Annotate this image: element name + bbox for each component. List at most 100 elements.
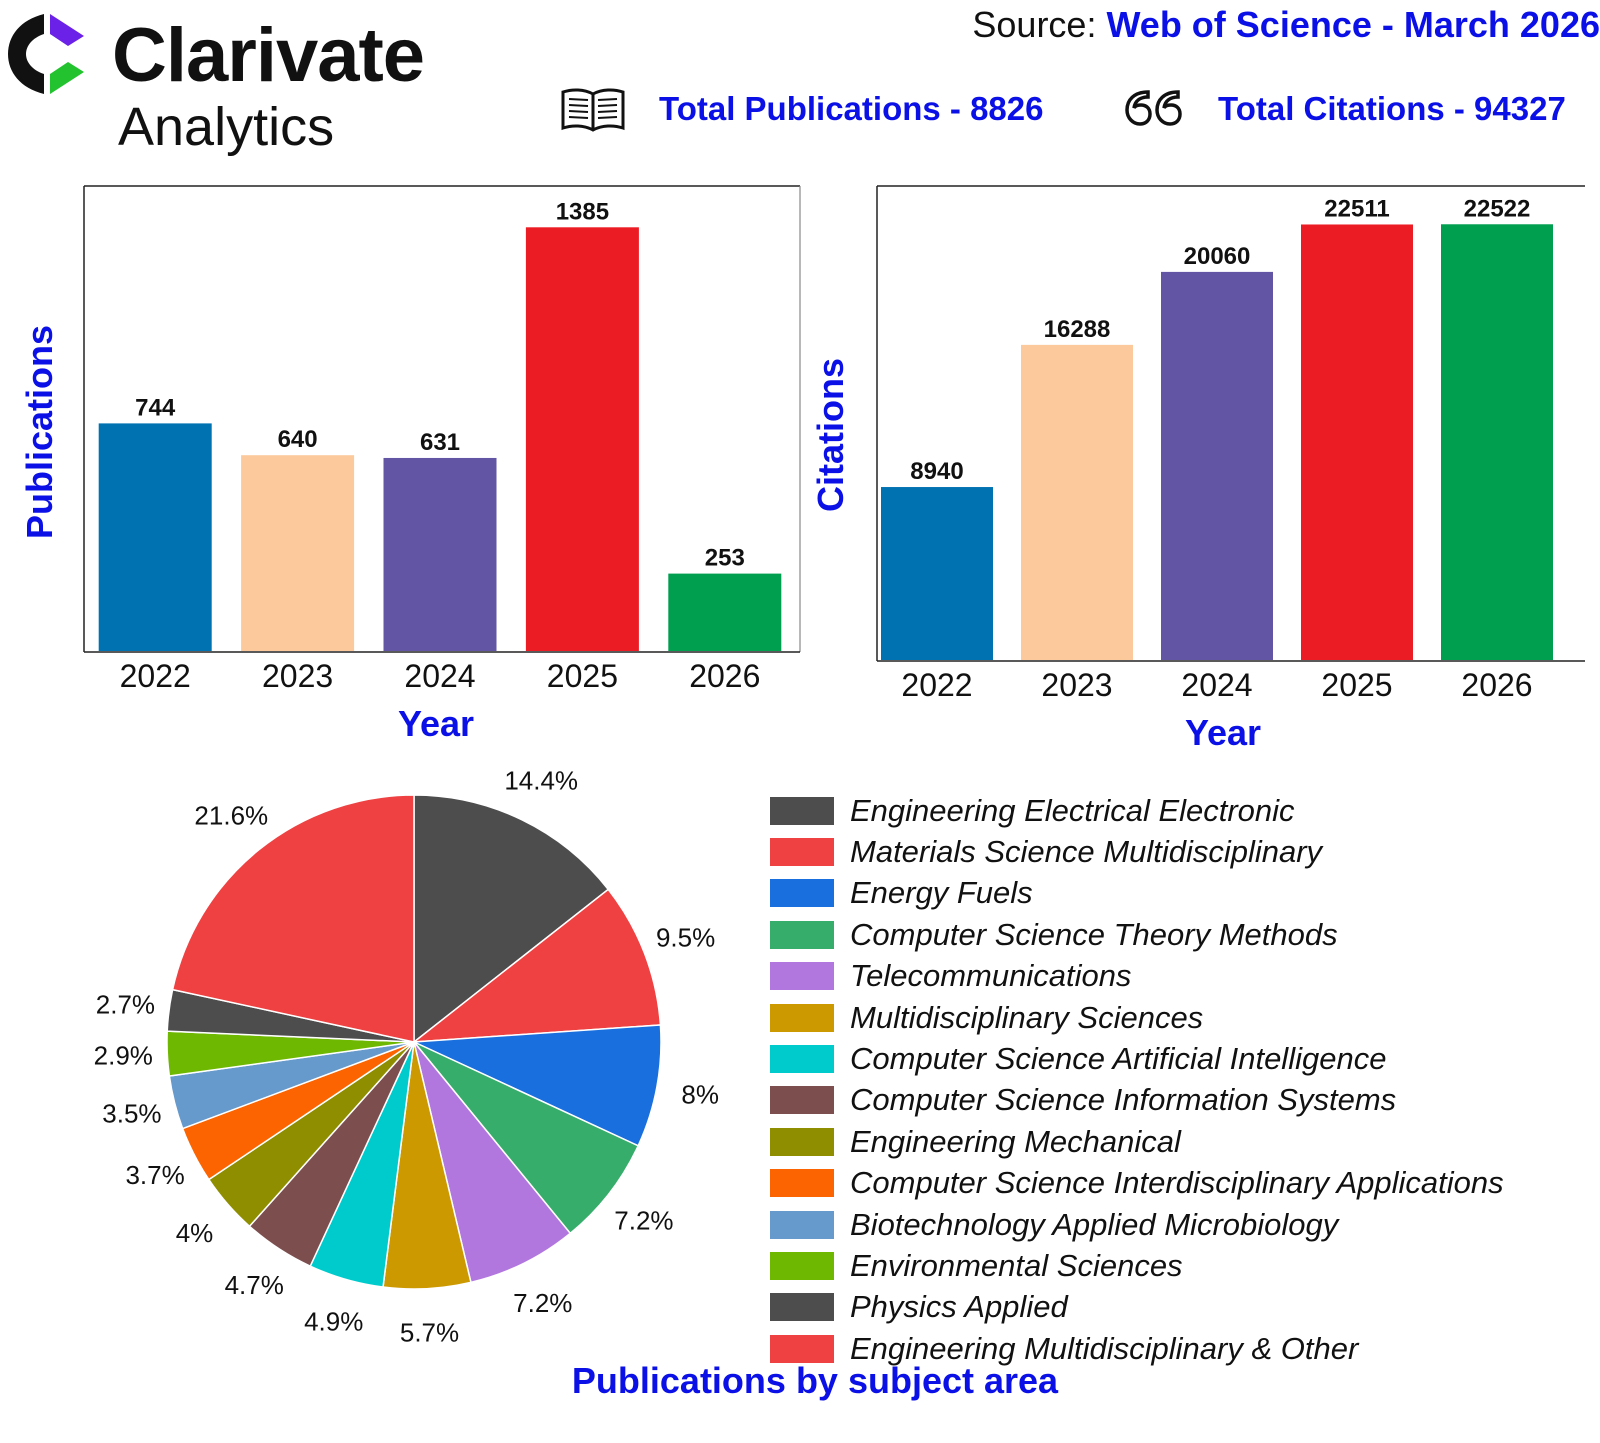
x-axis-label: Year [398,703,474,744]
legend-swatch [770,1210,834,1239]
logo-text-analytics: Analytics [118,97,335,157]
legend-item: Engineering Electrical Electronic [770,790,1504,831]
legend-label: Computer Science Interdisciplinary Appli… [850,1165,1504,1201]
legend-label: Engineering Mechanical [850,1123,1181,1159]
pie-slice-label-11: 2.9% [94,1041,153,1071]
legend-swatch [770,1251,834,1280]
x-tick-label-2022: 2022 [901,667,972,703]
legend-swatch [770,962,834,991]
legend-item: Computer Science Artificial Intelligence [770,1038,1504,1079]
legend-item: Biotechnology Applied Microbiology [770,1204,1504,1245]
legend-label: Energy Fuels [850,875,1033,911]
bar-value-label-2025: 1385 [556,198,609,225]
pie-slice-label-7: 4.7% [225,1270,284,1300]
legend-item: Engineering Mechanical [770,1121,1504,1162]
total-citations: Total Citations - 94327 [1218,90,1566,127]
y-axis-label: Citations [810,358,851,512]
legend-swatch [770,1293,834,1322]
legend-label: Multidisciplinary Sciences [850,999,1204,1035]
source-label: Source: [972,4,1107,45]
pie-slice-label-1: 9.5% [656,922,715,952]
subject-area-pie-chart: 14.4% 9.5% 8% 7.2% 7.2% 5.7% 4.9% 4.7% 4% 3.7% 3.5… [94,765,719,1348]
quote-icon [1125,90,1182,126]
legend-swatch [770,1003,834,1032]
x-axis-label: Year [1185,712,1261,753]
source-line: Source: Web of Science - March 2026 [972,4,1600,46]
legend-swatch [770,838,834,867]
pie-slice-label-0: 14.4% [504,765,578,795]
legend-item: Engineering Multidisciplinary & Other [770,1328,1504,1369]
x-tick-label-2023: 2023 [1041,667,1112,703]
publications-bar-chart: Publications Year 744 2022 640 2023 631 2024 1… [19,185,801,744]
bar-value-label-2023: 640 [278,426,318,453]
pie-slice-label-3: 7.2% [614,1205,673,1235]
bar-value-label-2022: 744 [135,394,176,421]
legend-label: Physics Applied [850,1289,1068,1325]
legend-label: Engineering Multidisciplinary & Other [850,1330,1359,1366]
bar-2025 [1301,224,1413,660]
legend-item: Multidisciplinary Sciences [770,997,1504,1038]
legend-swatch [770,920,834,949]
clarivate-logo-icon [8,14,84,94]
bar-2026 [1441,224,1553,660]
x-tick-label-2025: 2025 [1321,667,1392,703]
bar-value-label-2024: 20060 [1184,243,1251,270]
legend-swatch [770,879,834,908]
bar-2025 [525,227,639,651]
open-book-icon [561,88,625,132]
legend-swatch [770,1086,834,1115]
pie-slice-label-12: 2.7% [96,990,155,1020]
logo-text-clarivate: Clarivate [112,13,425,98]
legend-swatch [770,1334,834,1363]
bar-2023 [241,455,355,651]
legend-swatch [770,1045,834,1074]
pie-chart-title: Publications by subject area [571,1360,1059,1401]
pie-slice-label-5: 5.7% [400,1318,459,1348]
x-tick-label-2026: 2026 [689,658,760,694]
x-tick-label-2026: 2026 [1461,667,1532,703]
pie-slice-label-10: 3.5% [102,1099,161,1129]
bar-value-label-2023: 16288 [1044,316,1111,343]
bar-value-label-2024: 631 [420,429,460,456]
x-tick-label-2023: 2023 [262,658,333,694]
total-publications: Total Publications - 8826 [659,90,1044,127]
bar-value-label-2026: 253 [705,545,745,572]
pie-slice-label-2: 8% [681,1080,719,1110]
legend-label: Computer Science Theory Methods [850,916,1338,952]
legend-swatch [770,796,834,825]
bar-2023 [1021,344,1133,660]
pie-slice-label-4: 7.2% [513,1288,572,1318]
bar-2026 [668,573,782,651]
legend-item: Computer Science Information Systems [770,1080,1504,1121]
y-axis-label: Publications [19,325,60,539]
x-tick-label-2024: 2024 [1181,667,1252,703]
legend-label: Computer Science Information Systems [850,1082,1397,1118]
legend-label: Materials Science Multidisciplinary [850,834,1323,870]
bar-value-label-2026: 22522 [1464,195,1531,222]
legend-label: Biotechnology Applied Microbiology [850,1206,1339,1242]
bar-2022 [98,423,212,651]
pie-slice-label-9: 3.7% [125,1160,184,1190]
bar-2024 [383,457,497,651]
legend-item: Telecommunications [770,956,1504,997]
pie-slice-label-8: 4% [176,1218,214,1248]
pie-slice-1 [411,888,662,1043]
citations-bar-chart: Citations Year 8940 2022 16288 2023 20060 202… [810,185,1585,753]
pie-slice-label-6: 4.9% [304,1307,363,1337]
legend-item: Environmental Sciences [770,1245,1504,1286]
source-value: Web of Science - March 2026 [1106,4,1600,45]
bar-2024 [1161,271,1273,660]
legend-item: Energy Fuels [770,873,1504,914]
x-tick-label-2025: 2025 [547,658,618,694]
legend-item: Computer Science Theory Methods [770,914,1504,955]
pie-slice-4 [413,1041,572,1284]
bar-value-label-2022: 8940 [910,458,963,485]
x-tick-label-2024: 2024 [404,658,475,694]
bar-2022 [881,487,993,660]
legend-label: Environmental Sciences [850,1247,1183,1283]
legend-swatch [770,1169,834,1198]
pie-slice-2 [413,1024,662,1147]
pie-slice-0 [413,794,610,1044]
legend-item: Computer Science Interdisciplinary Appli… [770,1163,1504,1204]
legend-item: Materials Science Multidisciplinary [770,831,1504,872]
